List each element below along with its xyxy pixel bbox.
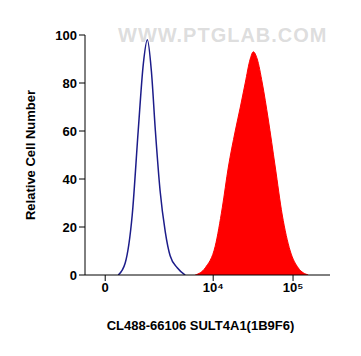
svg-text:20: 20 <box>63 220 77 235</box>
svg-text:0: 0 <box>102 280 109 295</box>
html-text:CL488-66106 SULT4A1(1B9F6): CL488-66106 SULT4A1(1B9F6) <box>106 318 295 333</box>
svg-text:0: 0 <box>70 268 77 283</box>
html-text:Relative Cell Number: Relative Cell Number <box>22 90 38 220</box>
svg-text:40: 40 <box>63 172 77 187</box>
html-text:WWW.PTGLAB.COM: WWW.PTGLAB.COM <box>118 24 328 46</box>
svg-text:10⁵: 10⁵ <box>283 280 304 295</box>
svg-text:10⁴: 10⁴ <box>203 280 224 295</box>
svg-text:100: 100 <box>55 28 77 43</box>
svg-text:80: 80 <box>63 76 77 91</box>
svg-text:60: 60 <box>63 124 77 139</box>
